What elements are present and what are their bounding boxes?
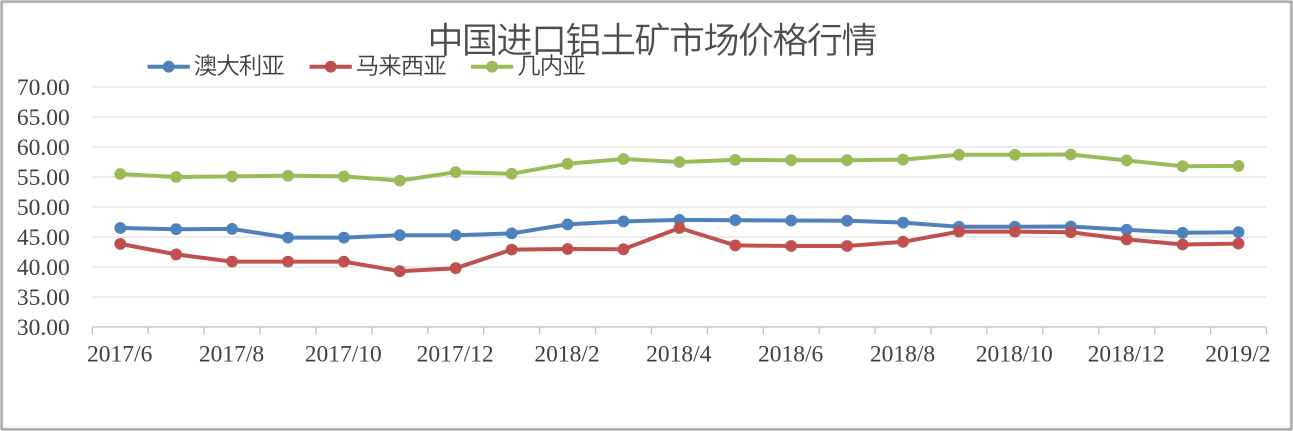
svg-text:2018/6: 2018/6 — [758, 342, 824, 368]
svg-text:2018/12: 2018/12 — [1088, 342, 1165, 368]
svg-text:45.00: 45.00 — [17, 225, 70, 251]
svg-text:2017/8: 2017/8 — [199, 342, 264, 368]
svg-text:50.00: 50.00 — [17, 195, 70, 221]
svg-text:2018/10: 2018/10 — [976, 342, 1053, 368]
svg-text:2018/4: 2018/4 — [646, 342, 712, 368]
svg-text:40.00: 40.00 — [17, 255, 70, 281]
svg-text:35.00: 35.00 — [17, 285, 70, 311]
svg-text:70.00: 70.00 — [17, 75, 70, 101]
svg-text:30.00: 30.00 — [17, 315, 70, 341]
svg-text:2017/12: 2017/12 — [417, 342, 494, 368]
svg-text:2017/10: 2017/10 — [305, 342, 382, 368]
svg-text:55.00: 55.00 — [17, 165, 70, 191]
svg-text:2017/6: 2017/6 — [87, 342, 153, 368]
svg-text:65.00: 65.00 — [17, 105, 70, 131]
svg-text:2018/2: 2018/2 — [534, 342, 599, 368]
svg-text:2019/2: 2019/2 — [1205, 342, 1270, 368]
svg-text:60.00: 60.00 — [17, 135, 70, 161]
svg-text:2018/8: 2018/8 — [870, 342, 935, 368]
